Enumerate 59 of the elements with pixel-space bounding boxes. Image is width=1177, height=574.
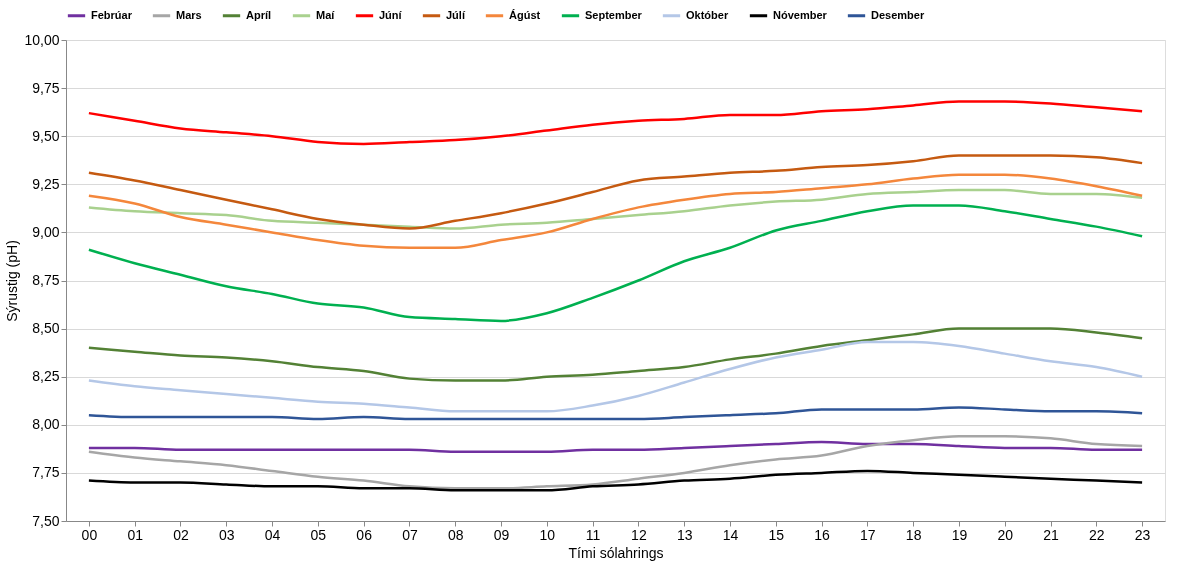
y-tick-label: 8,00 — [32, 416, 60, 433]
x-tick-label: 18 — [905, 526, 922, 543]
y-tick-label: 10,00 — [24, 31, 60, 48]
line-series — [87, 440, 1144, 453]
x-tick-label: 08 — [447, 526, 464, 543]
line-series — [87, 327, 1144, 382]
x-tick-label: 20 — [997, 526, 1014, 543]
y-tick-label: 8,75 — [32, 272, 60, 288]
x-axis-title: Tími sólahrings — [568, 544, 664, 561]
x-tick-label: 07 — [402, 526, 418, 543]
x-tick-label: 06 — [356, 526, 373, 543]
legend-label: Mars — [176, 8, 202, 21]
line-series — [87, 100, 1144, 146]
y-tick-label: 8,25 — [32, 368, 60, 385]
y-tick-label: 9,75 — [32, 79, 60, 96]
legend-label: Desember — [871, 8, 925, 21]
x-tick-label: 17 — [860, 526, 876, 543]
legend-label: Maí — [316, 8, 336, 21]
y-tick-label: 9,25 — [32, 175, 60, 192]
x-tick-label: 04 — [264, 526, 281, 543]
y-tick-label: 8,50 — [32, 320, 60, 337]
x-tick-label: 22 — [1089, 526, 1105, 543]
x-tick-label: 12 — [631, 526, 647, 543]
x-tick-label: 13 — [676, 526, 693, 543]
x-tick-label: 16 — [814, 526, 831, 543]
x-tick-label: 00 — [81, 526, 98, 543]
y-tick-label: 7,75 — [32, 464, 60, 481]
y-tick-label: 9,50 — [32, 127, 60, 144]
legend-label: Október — [686, 8, 729, 21]
legend-label: September — [585, 8, 643, 21]
line-series — [87, 154, 1144, 230]
legend-label: Febrúar — [91, 8, 133, 21]
legend-label: Júlí — [446, 8, 466, 21]
x-tick-label: 14 — [722, 526, 739, 543]
legend-label: Nóvember — [773, 8, 828, 21]
x-tick-label: 02 — [173, 526, 189, 543]
x-tick-label: 03 — [218, 526, 235, 543]
x-tick-label: 19 — [951, 526, 968, 543]
legend-label: Júní — [379, 8, 403, 21]
x-tick-label: 10 — [539, 526, 556, 543]
line-series — [87, 406, 1144, 421]
y-tick-label: 7,50 — [32, 512, 60, 529]
line-series — [87, 340, 1144, 413]
x-tick-label: 23 — [1134, 526, 1151, 543]
x-tick-label: 05 — [310, 526, 327, 543]
line-series — [87, 188, 1144, 230]
legend-label: Apríl — [246, 8, 272, 21]
x-tick-label: 11 — [585, 526, 601, 543]
x-tick-label: 09 — [493, 526, 510, 543]
line-series — [87, 204, 1144, 323]
line-series — [87, 173, 1144, 250]
line-series — [87, 469, 1144, 492]
y-tick-label: 9,00 — [32, 223, 60, 240]
legend-label: Ágúst — [509, 8, 541, 21]
x-tick-label: 21 — [1043, 526, 1060, 543]
x-tick-label: 15 — [768, 526, 785, 543]
line-series — [87, 435, 1144, 490]
x-tick-label: 01 — [127, 526, 144, 543]
y-axis-title: Sýrustig (pH) — [4, 240, 21, 322]
